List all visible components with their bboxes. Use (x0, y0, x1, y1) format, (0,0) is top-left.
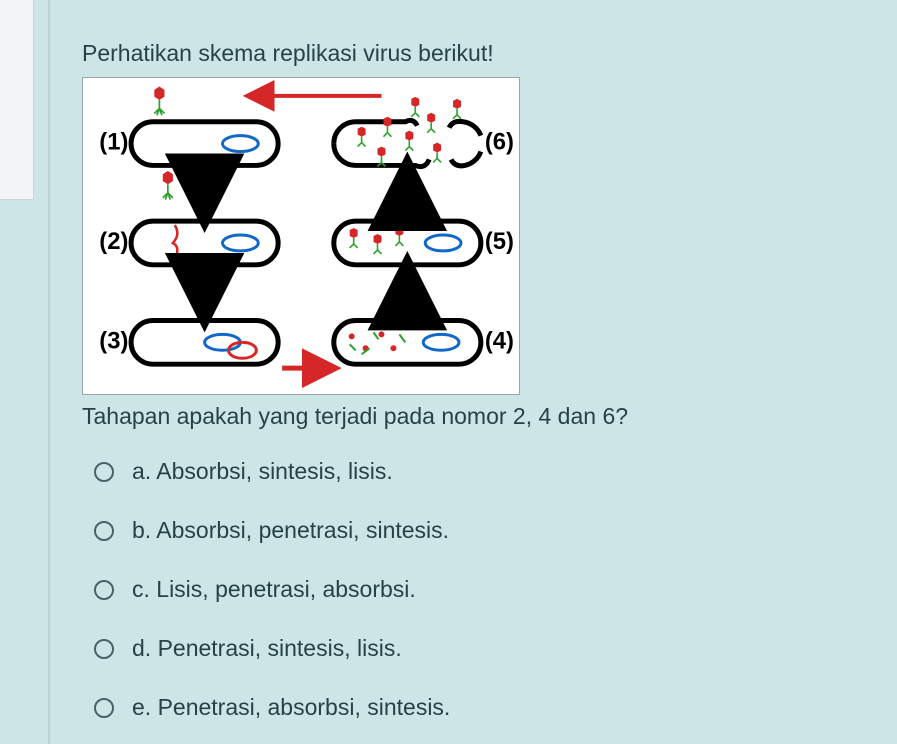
left-gutter (0, 0, 34, 200)
stage-label-5: (5) (485, 228, 514, 255)
radio-b[interactable] (94, 521, 114, 541)
option-d[interactable]: d. Penetrasi, sintesis, lisis. (82, 635, 875, 662)
option-b[interactable]: b. Absorbsi, penetrasi, sintesis. (82, 517, 875, 544)
option-a[interactable]: a. Absorbsi, sintesis, lisis. (82, 458, 875, 485)
virus-replication-diagram: (1) (2) (3) (82, 77, 520, 395)
stage-label-3: (3) (99, 327, 128, 354)
stage-4: (4) (334, 320, 514, 364)
stage-1: (1) (99, 86, 278, 165)
question-prompt: Tahapan apakah yang terjadi pada nomor 2… (82, 403, 875, 430)
option-c[interactable]: c. Lisis, penetrasi, absorbsi. (82, 576, 875, 603)
stage-3: (3) (99, 320, 278, 364)
option-d-text: d. Penetrasi, sintesis, lisis. (132, 635, 402, 662)
stage-5: (5) (334, 221, 514, 265)
option-e-text: e. Penetrasi, absorbsi, sintesis. (132, 694, 450, 721)
stage-label-1: (1) (99, 129, 128, 156)
options-group: a. Absorbsi, sintesis, lisis. b. Absorbs… (82, 458, 875, 721)
radio-d[interactable] (94, 639, 114, 659)
radio-c[interactable] (94, 580, 114, 600)
stage-6: (6) (334, 97, 514, 167)
option-b-text: b. Absorbsi, penetrasi, sintesis. (132, 517, 449, 544)
option-c-text: c. Lisis, penetrasi, absorbsi. (132, 576, 416, 603)
question-card: Perhatikan skema replikasi virus berikut… (48, 0, 897, 744)
stage-label-2: (2) (99, 228, 128, 255)
stage-label-6: (6) (485, 129, 514, 156)
stage-label-4: (4) (485, 327, 514, 354)
option-a-text: a. Absorbsi, sintesis, lisis. (132, 458, 393, 485)
stage-2: (2) (99, 171, 278, 265)
radio-a[interactable] (94, 462, 114, 482)
option-e[interactable]: e. Penetrasi, absorbsi, sintesis. (82, 694, 875, 721)
radio-e[interactable] (94, 698, 114, 718)
question-intro: Perhatikan skema replikasi virus berikut… (82, 40, 875, 67)
